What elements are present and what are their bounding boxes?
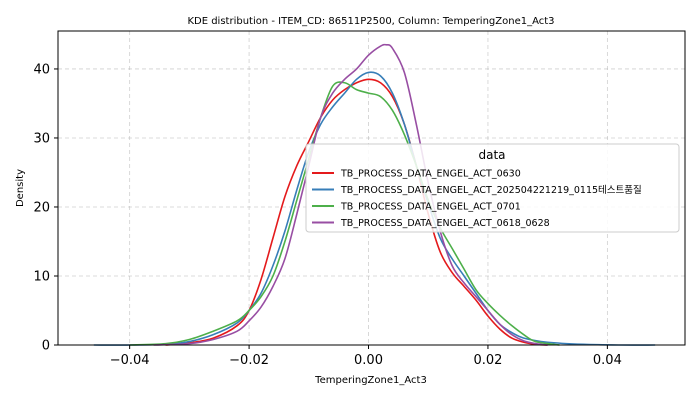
kde-curve-4 [153,43,548,346]
y-tick-label: 30 [33,131,50,146]
y-tick-label: 20 [33,200,50,215]
x-axis: −0.04 −0.02 0.00 0.02 0.04 [110,345,622,368]
x-axis-label: TemperingZone1_Act3 [314,375,427,386]
legend-entry: TB_PROCESS_DATA_ENGEL_ACT_202504221219_0… [340,184,642,196]
kde-curve-3 [129,81,560,346]
legend-entry: TB_PROCESS_DATA_ENGEL_ACT_0630 [340,169,521,180]
y-tick-label: 10 [33,269,50,284]
y-axis-label: Density [15,169,26,207]
legend-title: data [478,148,505,162]
kde-curve-1 [165,78,548,346]
legend-entry: TB_PROCESS_DATA_ENGEL_ACT_0618_0628 [340,218,550,229]
axes-frame [57,30,686,346]
y-tick-label: 40 [33,62,50,77]
legend-entry: TB_PROCESS_DATA_ENGEL_ACT_0701 [340,202,521,213]
x-tick-label: −0.04 [110,353,150,368]
y-axis: 0 10 20 30 40 [33,62,58,354]
x-tick-label: 0.04 [593,353,622,368]
legend: data TB_PROCESS_DATA_ENGEL_ACT_0630 TB_PR… [305,143,680,233]
y-tick-label: 0 [42,339,50,354]
legend-frame [305,143,680,233]
plot-area [93,43,656,346]
chart-title: KDE distribution - ITEM_CD: 86511P2500, … [187,16,554,27]
x-tick-label: 0.02 [473,353,502,368]
x-tick-label: −0.02 [229,353,269,368]
x-tick-label: 0.00 [354,353,383,368]
